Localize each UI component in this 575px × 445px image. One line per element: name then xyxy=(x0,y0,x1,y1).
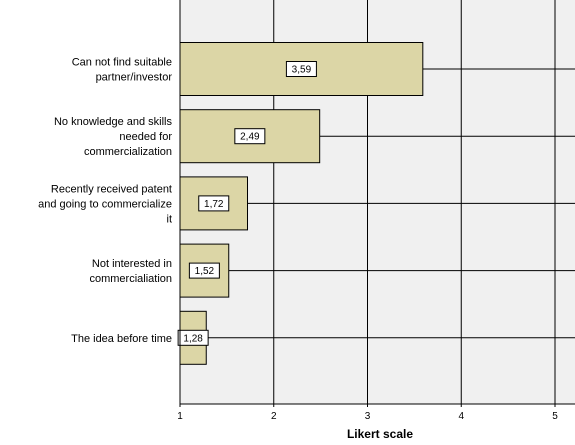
data-label-box xyxy=(177,329,209,346)
x-tick-label: 1 xyxy=(177,411,183,422)
category-label: Recently received patent and going to com… xyxy=(38,183,172,225)
data-label-text: 1,52 xyxy=(195,266,215,277)
data-label-box xyxy=(188,262,220,279)
category-labels: Can not find suitable partner/investor No … xyxy=(38,57,172,345)
x-tick-label: 3 xyxy=(365,411,371,422)
data-label: 1,72 xyxy=(198,195,230,212)
data-label: 1,52 xyxy=(188,262,220,279)
data-label-box xyxy=(285,61,317,77)
data-label: 1,28 xyxy=(177,329,209,346)
category-label: The idea before time xyxy=(71,333,172,345)
data-label-text: 2,49 xyxy=(240,132,260,143)
x-tick-label: 2 xyxy=(271,411,277,422)
bar xyxy=(179,176,248,231)
data-label: 2,49 xyxy=(234,128,266,145)
category-label: No knowledge and skills needed for commerc… xyxy=(54,116,173,158)
data-label-box xyxy=(234,128,266,145)
data-label-text: 1,72 xyxy=(204,199,224,210)
data-labels: 3,59 2,49 1,72 1,52 1,28 xyxy=(177,61,317,346)
x-axis-title: Likert scale xyxy=(347,427,413,441)
data-label-text: 3,59 xyxy=(292,65,312,76)
x-axis-ticks: 1 2 3 4 5 xyxy=(177,404,558,422)
data-label-box xyxy=(198,195,230,212)
data-label: 3,59 xyxy=(285,61,317,77)
x-tick-label: 4 xyxy=(458,411,464,422)
data-label-text: 1,28 xyxy=(183,333,203,344)
category-label: Not interested in commercialiation xyxy=(89,258,172,285)
x-tick-label: 5 xyxy=(552,411,558,422)
category-label: Can not find suitable partner/investor xyxy=(72,57,173,84)
